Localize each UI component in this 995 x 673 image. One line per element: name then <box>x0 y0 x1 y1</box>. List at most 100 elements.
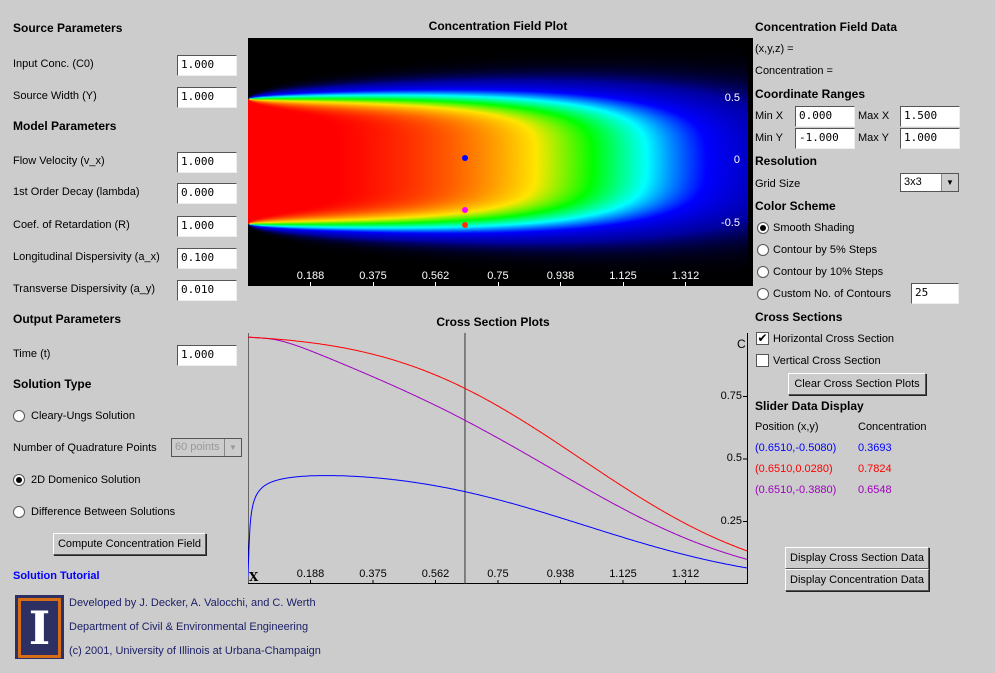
display-cross-section-data-button[interactable]: Display Cross Section Data <box>785 547 929 569</box>
y-tick-label: -0.5 <box>721 216 740 229</box>
grid-size-select[interactable]: 3x3 ▼ <box>900 173 959 192</box>
x-tick-label: 1.125 <box>609 270 637 282</box>
slider-point-marker[interactable] <box>461 154 468 161</box>
x-tick-mark <box>497 282 499 286</box>
cleary-ungs-radio[interactable] <box>13 410 25 422</box>
university-logo: I <box>15 595 64 659</box>
time-label: Time (t) <box>13 348 51 360</box>
trans-dispersivity-label: Transverse Dispersivity (a_y) <box>13 283 156 295</box>
decay-label: 1st Order Decay (lambda) <box>13 186 140 198</box>
slider-concentration: 0.7824 <box>858 463 892 475</box>
y-axis-label: C <box>737 337 746 351</box>
display-concentration-data-button[interactable]: Display Concentration Data <box>785 569 929 591</box>
quadrature-label: Number of Quadrature Points <box>13 442 157 454</box>
time-field[interactable]: 1.000 <box>177 345 237 366</box>
y-tick-label: 0.75 <box>720 389 742 402</box>
max-y-field[interactable]: 1.000 <box>900 128 960 149</box>
x-tick-label: 0.375 <box>359 270 387 282</box>
solution-type-heading: Solution Type <box>13 377 92 391</box>
domenico-label: 2D Domenico Solution <box>31 474 141 486</box>
source-width-field[interactable]: 1.000 <box>177 87 237 108</box>
contour-10-label: Contour by 10% Steps <box>773 266 884 278</box>
chevron-down-icon: ▼ <box>941 174 958 191</box>
x-tick-label: 0.188 <box>296 568 325 580</box>
slider-point-marker[interactable] <box>461 206 468 213</box>
cross-section-curve <box>248 475 748 577</box>
max-x-label: Max X <box>858 110 890 122</box>
output-parameters-heading: Output Parameters <box>13 312 122 326</box>
x-tick-label: 0.562 <box>421 568 450 580</box>
x-tick-label: 0.75 <box>487 270 509 282</box>
concentration-header: Concentration <box>858 421 927 433</box>
concentration-heatmap <box>248 38 748 286</box>
min-y-label: Min Y <box>755 132 783 144</box>
x-tick-mark <box>310 282 312 286</box>
y-tick-label: 0.25 <box>720 514 742 527</box>
color-scheme-heading: Color Scheme <box>755 199 836 213</box>
input-conc-label: Input Conc. (C0) <box>13 58 94 70</box>
custom-contours-radio[interactable] <box>757 288 769 300</box>
model-parameters-heading: Model Parameters <box>13 119 117 133</box>
horizontal-cross-section-label: Horizontal Cross Section <box>773 333 895 345</box>
x-tick-mark <box>435 282 437 286</box>
min-x-field[interactable]: 0.000 <box>795 106 855 127</box>
custom-contours-label: Custom No. of Contours <box>773 288 891 300</box>
cross-section-curve <box>248 336 748 560</box>
difference-label: Difference Between Solutions <box>31 506 176 518</box>
chevron-down-icon: ▼ <box>224 439 241 456</box>
concentration-readout: Concentration = <box>755 65 833 77</box>
difference-radio[interactable] <box>13 506 25 518</box>
coordinate-ranges-heading: Coordinate Ranges <box>755 87 866 101</box>
custom-contours-field[interactable]: 25 <box>911 283 959 304</box>
x-tick-label: 1.312 <box>671 568 700 580</box>
retardation-field[interactable]: 1.000 <box>177 216 237 237</box>
vertical-cross-section-checkbox[interactable] <box>756 354 769 367</box>
trans-dispersivity-field[interactable]: 0.010 <box>177 280 237 301</box>
x-tick-label: 0.188 <box>296 270 325 282</box>
x-tick-mark <box>560 282 562 286</box>
x-tick-label: 0.938 <box>546 568 575 580</box>
source-width-label: Source Width (Y) <box>13 90 97 102</box>
field-plot-title: Concentration Field Plot <box>428 19 568 33</box>
resolution-heading: Resolution <box>755 154 817 168</box>
xyz-readout: (x,y,z) = <box>755 43 794 55</box>
decay-field[interactable]: 0.000 <box>177 183 237 204</box>
horizontal-cross-section-checkbox[interactable]: ✔ <box>756 332 769 345</box>
slider-point-marker[interactable] <box>461 221 468 228</box>
compute-button[interactable]: Compute Concentration Field <box>53 533 206 555</box>
slider-position: (0.6510,0.0280) <box>755 463 833 475</box>
cross-section-plot[interactable]: C X 0.188 0.375 0.562 0.75 0.938 1.125 1.312 0.… <box>248 333 753 585</box>
contour-5-label: Contour by 5% Steps <box>773 244 877 256</box>
slider-position: (0.6510,-0.3880) <box>755 484 837 496</box>
long-dispersivity-field[interactable]: 0.100 <box>177 248 237 269</box>
min-y-field[interactable]: -1.000 <box>795 128 855 149</box>
x-tick-mark <box>372 282 374 286</box>
flow-velocity-field[interactable]: 1.000 <box>177 152 237 173</box>
position-header: Position (x,y) <box>755 421 819 433</box>
solution-tutorial-link[interactable]: Solution Tutorial <box>13 570 100 582</box>
y-tick-label: 0.5 <box>724 91 740 104</box>
input-conc-field[interactable]: 1.000 <box>177 55 237 76</box>
concentration-field-plot[interactable]: 0.188 0.375 0.562 0.75 0.938 1.125 1.312 0.5 0 -0… <box>248 38 753 286</box>
department-line: Department of Civil & Environmental Engi… <box>69 621 309 633</box>
min-x-label: Min X <box>755 110 784 122</box>
clear-cross-section-button[interactable]: Clear Cross Section Plots <box>788 373 926 395</box>
source-parameters-heading: Source Parameters <box>13 21 123 35</box>
smooth-shading-label: Smooth Shading <box>773 222 855 234</box>
long-dispersivity-label: Longitudinal Dispersivity (a_x) <box>13 251 160 263</box>
quadrature-select[interactable]: 60 points ▼ <box>171 438 242 457</box>
grid-size-label: Grid Size <box>755 178 801 190</box>
cleary-ungs-label: Cleary-Ungs Solution <box>31 410 135 422</box>
cross-sections-heading: Cross Sections <box>755 310 843 324</box>
y-tick-label: 0 <box>733 154 740 166</box>
quadrature-value: 60 points <box>175 441 220 453</box>
contour-10-radio[interactable] <box>757 266 769 278</box>
max-x-field[interactable]: 1.500 <box>900 106 960 127</box>
y-tick-label: 0.5 <box>726 452 742 464</box>
contour-5-radio[interactable] <box>757 244 769 256</box>
vertical-cross-section-label: Vertical Cross Section <box>773 355 881 367</box>
smooth-shading-radio[interactable] <box>757 222 769 234</box>
domenico-radio[interactable] <box>13 474 25 486</box>
slider-concentration: 0.6548 <box>858 484 892 496</box>
credits-line: Developed by J. Decker, A. Valocchi, and… <box>69 597 316 609</box>
